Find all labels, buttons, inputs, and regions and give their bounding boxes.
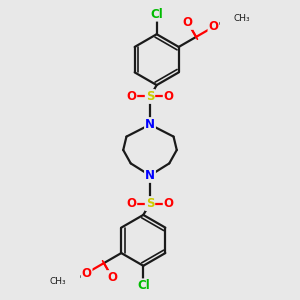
Text: O: O <box>164 197 174 210</box>
Text: Cl: Cl <box>137 279 150 292</box>
Text: O: O <box>107 271 117 284</box>
Text: N: N <box>145 169 155 182</box>
Text: Cl: Cl <box>150 8 163 21</box>
Text: O: O <box>164 90 174 103</box>
Text: S: S <box>146 90 154 103</box>
Text: CH₃: CH₃ <box>50 277 66 286</box>
Text: N: N <box>145 118 155 131</box>
Text: O: O <box>208 20 218 33</box>
Text: S: S <box>146 197 154 210</box>
Text: O: O <box>82 267 92 280</box>
Text: CH₃: CH₃ <box>234 14 250 23</box>
Text: O: O <box>126 197 136 210</box>
Text: O: O <box>126 90 136 103</box>
Text: O: O <box>183 16 193 29</box>
